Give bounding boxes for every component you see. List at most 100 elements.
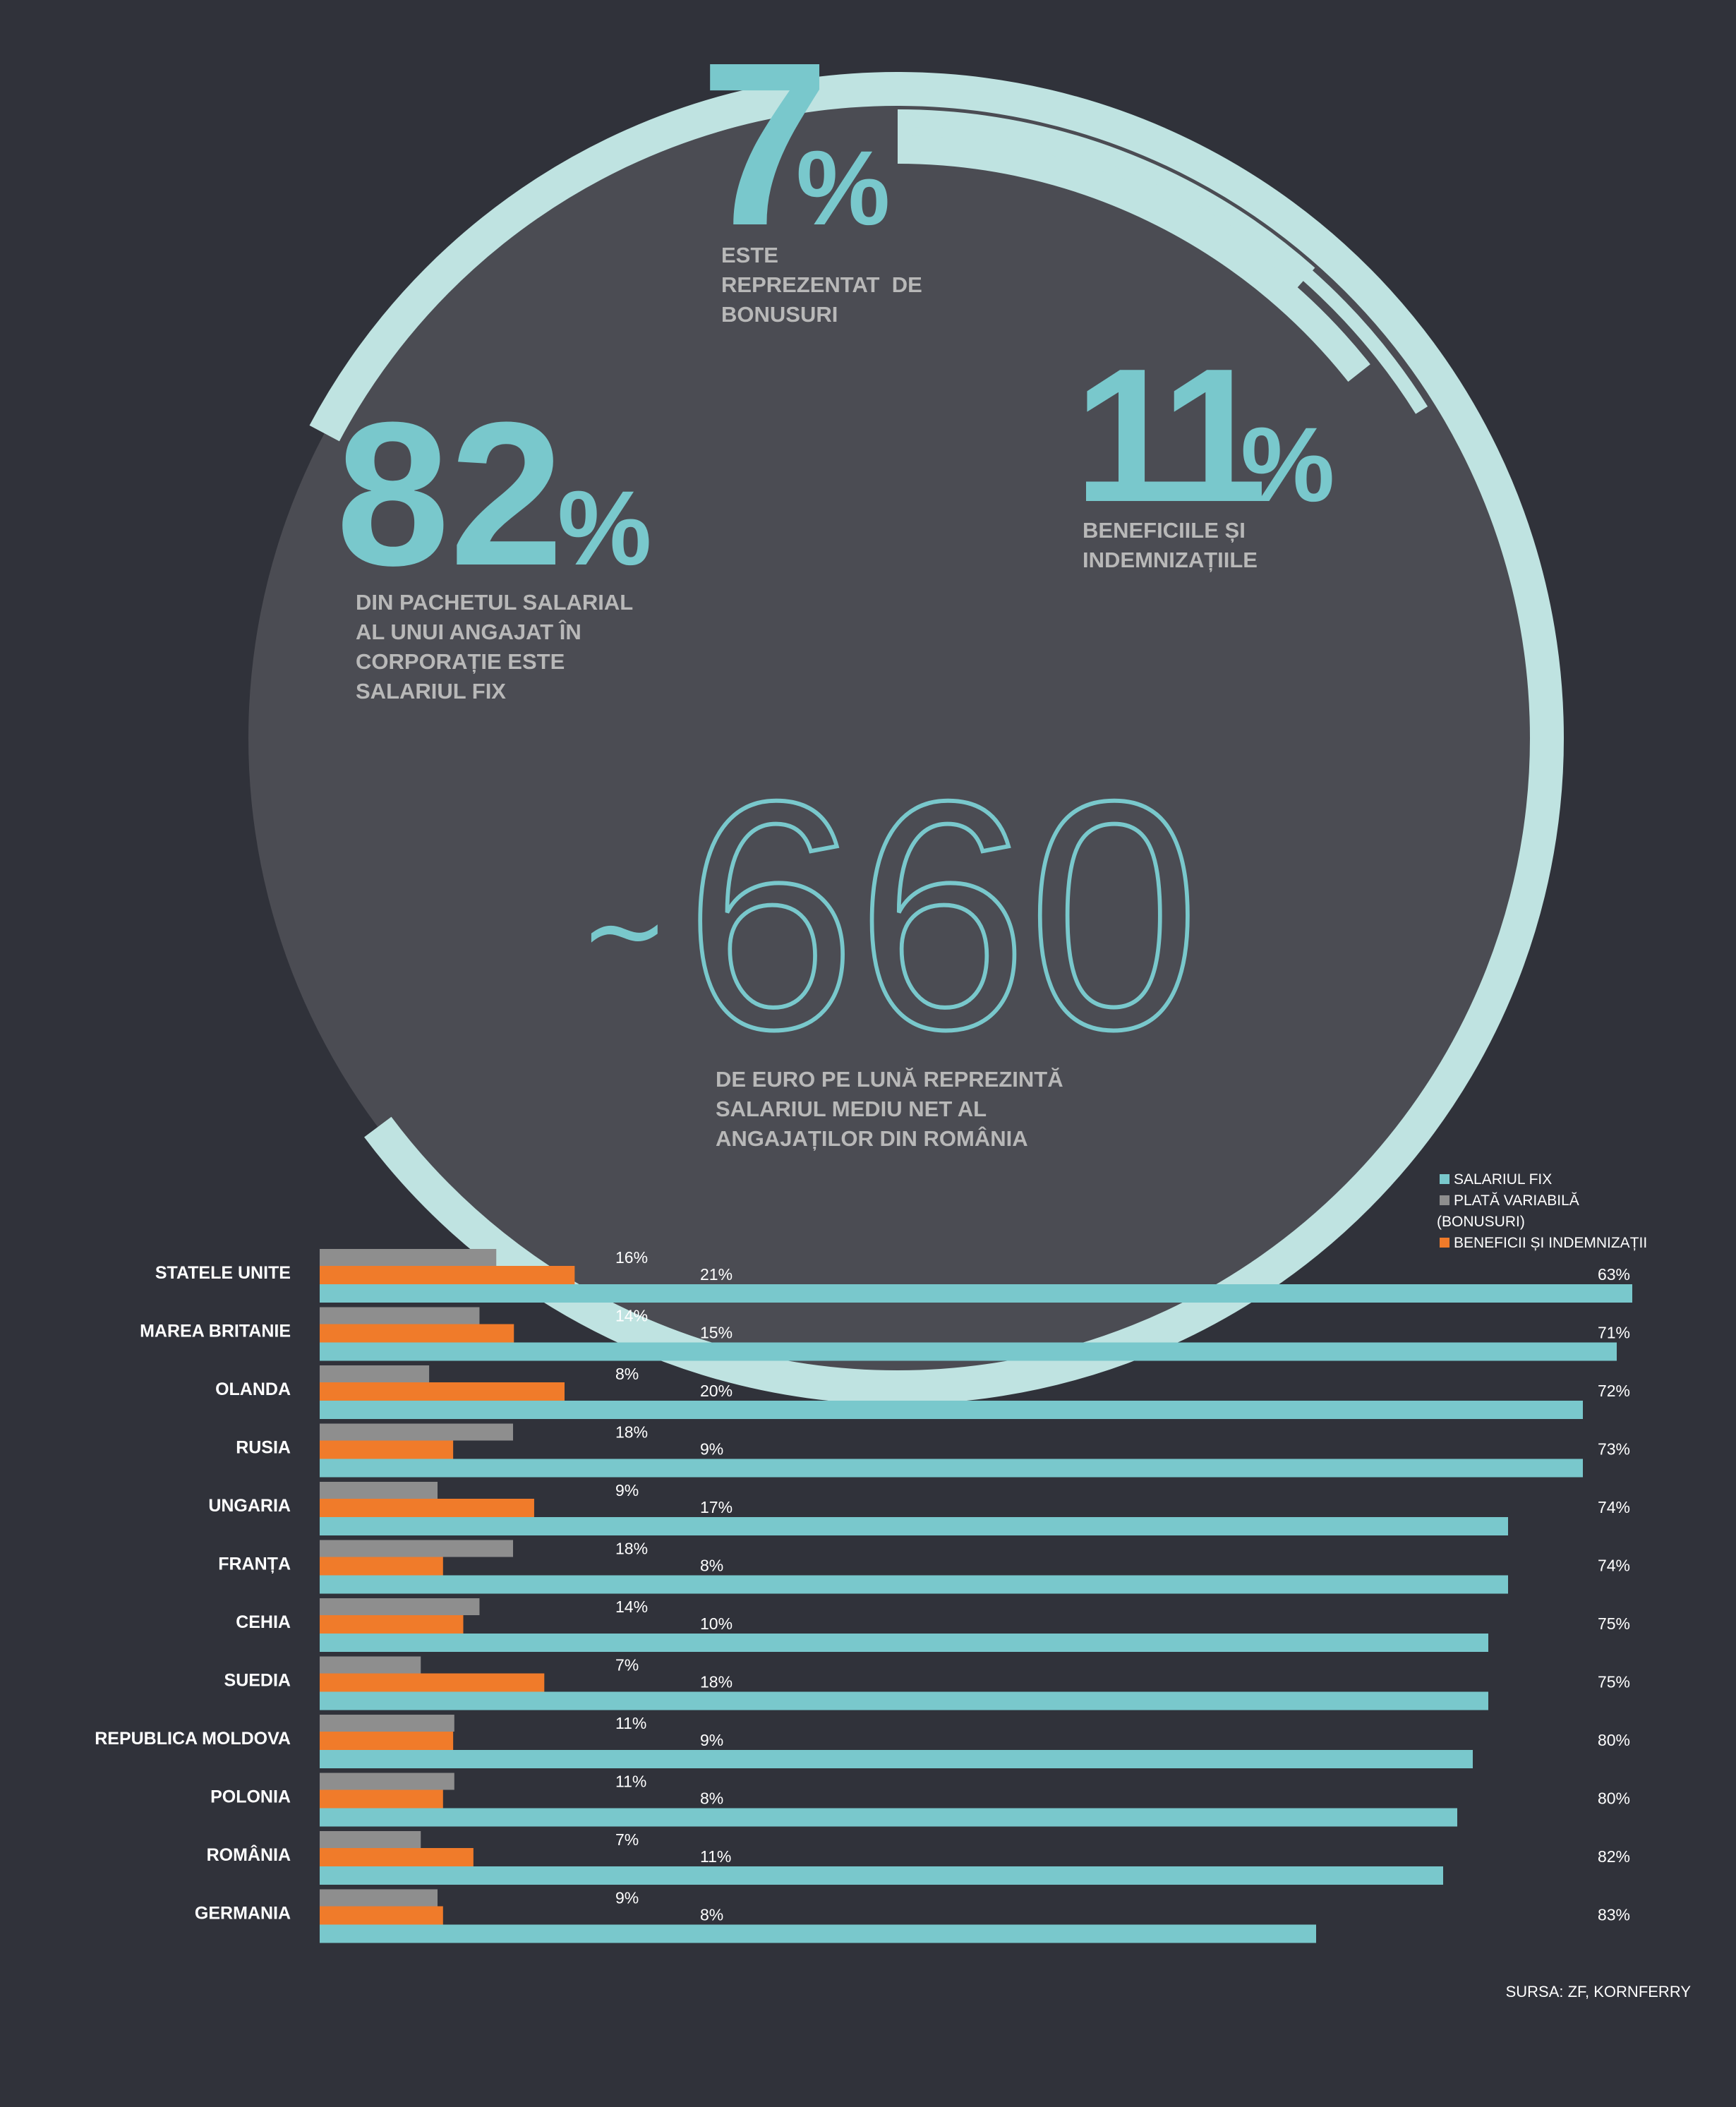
stat-salary-caption-3: ANGAJAȚILOR DIN ROMÂNIA	[716, 1125, 1028, 1151]
value-label-bonus-republica-moldova: 11%	[615, 1714, 646, 1732]
value-label-bonus-suedia: 7%	[615, 1656, 639, 1674]
value-label-benefits-olanda: 20%	[700, 1382, 733, 1400]
legend-swatch-fixed	[1440, 1174, 1449, 1184]
bar-fixed-germania	[320, 1924, 1316, 1943]
stat-salary: ~ 660 DE EURO PE LUNĂ REPREZINTĂ SALARIU…	[580, 732, 1202, 1151]
value-label-benefits-cehia: 10%	[700, 1614, 733, 1633]
stat-fixed: 82 % DIN PACHETUL SALARIAL AL UNUI ANGAJ…	[336, 380, 651, 704]
stat-benefits-caption-1: BENEFICIILE ȘI	[1083, 518, 1246, 543]
legend-swatch-bonus	[1440, 1195, 1449, 1205]
category-label-fran-a: FRANȚA	[218, 1554, 291, 1574]
bar-benefits-rusia	[320, 1440, 454, 1459]
bar-benefits-germania	[320, 1906, 443, 1925]
value-label-bonus-germania: 9%	[615, 1889, 639, 1907]
bar-benefits-fran-a	[320, 1557, 443, 1576]
ring-bonus-arc-inner	[897, 135, 1370, 382]
bar-benefits-ungaria	[320, 1499, 534, 1517]
value-label-bonus-statele-unite: 16%	[615, 1248, 648, 1267]
bar-fixed-suedia	[320, 1691, 1488, 1710]
stat-fixed-caption-2: AL UNUI ANGAJAT ÎN	[356, 619, 581, 644]
value-label-benefits-polonia: 8%	[700, 1789, 723, 1808]
bar-fixed-fran-a	[320, 1575, 1508, 1594]
bar-bonus-fran-a	[320, 1540, 514, 1557]
bar-bonus-ungaria	[320, 1482, 438, 1499]
bar-fixed-rusia	[320, 1459, 1583, 1478]
value-label-bonus-marea-britanie: 14%	[615, 1307, 648, 1325]
bar-bonus-olanda	[320, 1365, 430, 1382]
stat-fixed-caption-4: SALARIUL FIX	[356, 679, 506, 704]
value-label-benefits-fran-a: 8%	[700, 1557, 723, 1575]
value-label-bonus-polonia: 11%	[615, 1773, 646, 1791]
value-label-bonus-rom-nia: 7%	[615, 1830, 639, 1849]
bar-fixed-republica-moldova	[320, 1750, 1473, 1768]
bar-fixed-ungaria	[320, 1517, 1508, 1535]
bar-benefits-marea-britanie	[320, 1324, 514, 1343]
value-label-benefits-rusia: 9%	[700, 1440, 723, 1459]
category-label-rusia: RUSIA	[236, 1438, 291, 1458]
bar-fixed-cehia	[320, 1634, 1488, 1652]
value-label-benefits-suedia: 18%	[700, 1673, 733, 1691]
stat-benefits-value: 11	[1074, 330, 1262, 542]
bar-benefits-polonia	[320, 1789, 443, 1809]
ring-bonus-arc-outer	[897, 113, 1428, 414]
category-label-polonia: POLONIA	[210, 1787, 291, 1807]
value-label-benefits-marea-britanie: 15%	[700, 1324, 733, 1342]
value-label-bonus-ungaria: 9%	[615, 1481, 639, 1499]
stat-bonus-caption-2: REPREZENTAT DE	[721, 272, 922, 297]
value-label-fixed-rom-nia: 82%	[1598, 1847, 1630, 1866]
bar-bonus-suedia	[320, 1656, 421, 1674]
value-label-fixed-germania: 83%	[1598, 1906, 1630, 1924]
value-label-fixed-olanda: 72%	[1598, 1382, 1630, 1400]
bar-benefits-cehia	[320, 1615, 464, 1634]
circle-background	[248, 89, 1547, 1387]
value-label-fixed-ungaria: 74%	[1598, 1498, 1630, 1516]
bar-bonus-cehia	[320, 1598, 480, 1615]
legend-label-bonus-line2: (BONUSURI)	[1437, 1214, 1525, 1230]
value-label-fixed-fran-a: 74%	[1598, 1557, 1630, 1575]
value-label-benefits-statele-unite: 21%	[700, 1265, 733, 1284]
bar-benefits-olanda	[320, 1382, 565, 1401]
bar-fixed-marea-britanie	[320, 1342, 1617, 1361]
stat-salary-caption-2: SALARIUL MEDIU NET AL	[716, 1097, 987, 1121]
stat-benefits-caption-2: INDEMNIZAȚIILE	[1083, 548, 1258, 572]
legend-label-bonus-line1: PLATĂ VARIABILĂ	[1454, 1193, 1579, 1209]
value-label-fixed-suedia: 75%	[1598, 1673, 1630, 1691]
stat-bonus: 7 % ESTE REPREZENTAT DE BONUSURI	[700, 13, 922, 327]
bar-bonus-germania	[320, 1889, 438, 1907]
category-label-germania: GERMANIA	[195, 1904, 291, 1924]
category-label-cehia: CEHIA	[236, 1612, 291, 1632]
bar-bonus-rusia	[320, 1423, 514, 1441]
category-label-republica-moldova: REPUBLICA MOLDOVA	[95, 1729, 291, 1749]
value-label-fixed-republica-moldova: 80%	[1598, 1731, 1630, 1749]
value-label-bonus-cehia: 14%	[615, 1598, 648, 1616]
stat-fixed-caption-1: DIN PACHETUL SALARIAL	[356, 590, 633, 615]
category-label-olanda: OLANDA	[215, 1379, 291, 1399]
bar-bonus-rom-nia	[320, 1831, 421, 1848]
legend: SALARIUL FIX PLATĂ VARIABILĂ (BONUSURI) …	[1437, 1171, 1647, 1251]
bar-bonus-republica-moldova	[320, 1715, 454, 1732]
bar-fixed-rom-nia	[320, 1866, 1443, 1885]
category-label-ungaria: UNGARIA	[208, 1496, 291, 1516]
stat-fixed-caption-3: CORPORAȚIE ESTE	[356, 649, 565, 674]
value-label-bonus-fran-a: 18%	[615, 1540, 648, 1558]
source-note: SURSA: ZF, KORNFERRY	[1506, 1983, 1692, 2000]
category-label-statele-unite: STATELE UNITE	[155, 1263, 291, 1283]
ring-chart	[309, 72, 1564, 1405]
stat-salary-caption-1: DE EURO PE LUNĂ REPREZINTĂ	[716, 1067, 1063, 1092]
value-label-benefits-germania: 8%	[700, 1906, 723, 1924]
bar-fixed-olanda	[320, 1401, 1583, 1419]
bar-chart: STATELE UNITE 16% 21% 63% MAREA BRITANIE 14% 1…	[95, 1248, 1632, 1943]
stat-fixed-unit: %	[557, 469, 651, 587]
category-label-marea-britanie: MAREA BRITANIE	[140, 1322, 291, 1341]
legend-label-fixed: SALARIUL FIX	[1454, 1171, 1552, 1188]
value-label-bonus-rusia: 18%	[615, 1423, 648, 1442]
stat-salary-prefix: ~	[580, 869, 669, 992]
value-label-benefits-ungaria: 17%	[700, 1498, 733, 1516]
stat-bonus-unit: %	[796, 128, 890, 247]
stat-fixed-value: 82	[336, 380, 564, 608]
category-label-rom-nia: ROMÂNIA	[207, 1844, 291, 1865]
legend-swatch-benefits	[1440, 1238, 1449, 1248]
bar-bonus-marea-britanie	[320, 1307, 480, 1324]
bar-fixed-statele-unite	[320, 1284, 1632, 1303]
